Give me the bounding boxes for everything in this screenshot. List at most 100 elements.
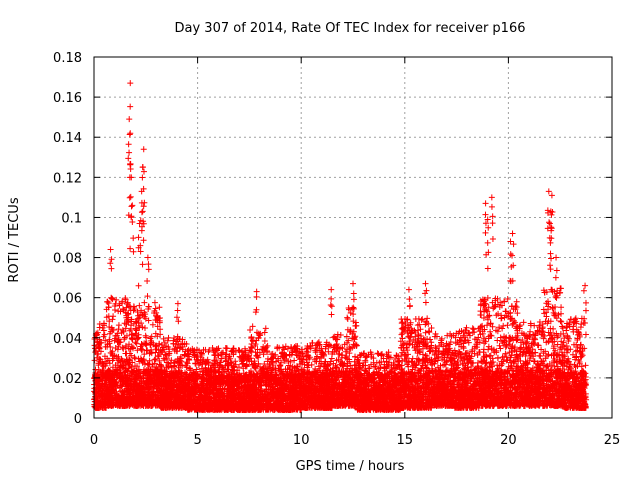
data-point	[134, 309, 141, 316]
data-point	[104, 298, 111, 305]
data-point	[105, 313, 112, 320]
data-point	[152, 370, 159, 377]
data-point	[137, 373, 144, 380]
data-point	[115, 338, 122, 345]
chart-title: Day 307 of 2014, Rate Of TEC Index for r…	[175, 21, 526, 36]
data-point	[128, 318, 135, 325]
data-point	[138, 346, 145, 353]
data-point	[121, 320, 128, 327]
data-point	[117, 383, 124, 390]
data-point	[118, 372, 125, 379]
data-point	[96, 324, 103, 331]
data-point	[99, 378, 106, 385]
data-point	[105, 304, 112, 311]
data-point	[108, 295, 115, 302]
data-point	[115, 326, 122, 333]
data-point	[127, 326, 134, 333]
data-point	[147, 335, 154, 342]
data-point	[149, 361, 156, 368]
data-point	[135, 389, 142, 396]
data-point	[135, 320, 142, 327]
data-point	[140, 375, 147, 382]
data-point	[115, 357, 122, 364]
data-point	[92, 391, 99, 398]
data-point	[100, 320, 107, 327]
data-point	[111, 335, 118, 342]
data-point	[125, 365, 132, 372]
data-point	[110, 387, 117, 394]
data-point	[95, 389, 102, 396]
data-point	[105, 357, 112, 364]
data-point	[154, 333, 161, 340]
data-point	[91, 357, 98, 364]
data-point	[95, 380, 102, 387]
data-point	[116, 401, 123, 408]
data-point	[106, 324, 113, 331]
data-point	[99, 359, 106, 366]
data-point	[96, 384, 103, 391]
data-point	[97, 401, 104, 408]
data-point	[94, 350, 101, 357]
data-point	[120, 378, 127, 385]
data-point	[105, 375, 112, 382]
data-point	[136, 358, 143, 365]
data-point	[291, 357, 298, 364]
data-point	[99, 391, 106, 398]
data-point	[109, 296, 116, 303]
data-point	[96, 345, 103, 352]
data-point	[107, 389, 114, 396]
data-point	[113, 296, 120, 303]
data-point	[104, 386, 111, 393]
data-point	[139, 357, 146, 364]
data-point	[119, 327, 126, 334]
data-point	[165, 334, 172, 341]
data-point	[142, 332, 149, 339]
data-point	[114, 392, 121, 399]
data-point	[138, 307, 145, 314]
data-point	[135, 331, 142, 338]
data-point	[151, 299, 158, 306]
data-point	[132, 363, 139, 370]
data-point	[116, 300, 123, 307]
data-point	[109, 348, 116, 355]
data-point	[122, 295, 129, 302]
data-point	[91, 403, 98, 410]
data-point	[141, 361, 148, 368]
data-point	[141, 351, 148, 358]
data-point	[130, 369, 137, 376]
data-point	[145, 317, 152, 324]
data-point	[93, 397, 100, 404]
data-point	[280, 344, 287, 351]
data-point	[100, 360, 107, 367]
data-point	[249, 323, 256, 330]
data-point	[151, 308, 158, 315]
data-point	[170, 334, 177, 341]
data-point	[106, 360, 113, 367]
data-point	[110, 355, 117, 362]
data-point	[109, 316, 116, 323]
data-point	[94, 339, 101, 346]
data-point	[117, 363, 124, 370]
data-points	[91, 80, 590, 413]
data-point	[95, 362, 102, 369]
data-point	[148, 350, 155, 357]
data-point	[224, 345, 231, 352]
data-point	[124, 310, 131, 317]
data-point	[115, 343, 122, 350]
data-point	[121, 336, 128, 343]
data-point	[137, 402, 144, 409]
data-point	[143, 347, 150, 354]
data-point	[105, 367, 112, 374]
data-point	[157, 326, 164, 333]
data-point	[247, 326, 254, 333]
data-point	[141, 325, 148, 332]
data-point	[132, 355, 139, 362]
data-point	[106, 340, 113, 347]
data-point	[110, 326, 117, 333]
data-point	[111, 303, 118, 310]
data-point	[100, 327, 107, 334]
data-point	[129, 359, 136, 366]
data-point	[156, 341, 163, 348]
data-point	[132, 339, 139, 346]
